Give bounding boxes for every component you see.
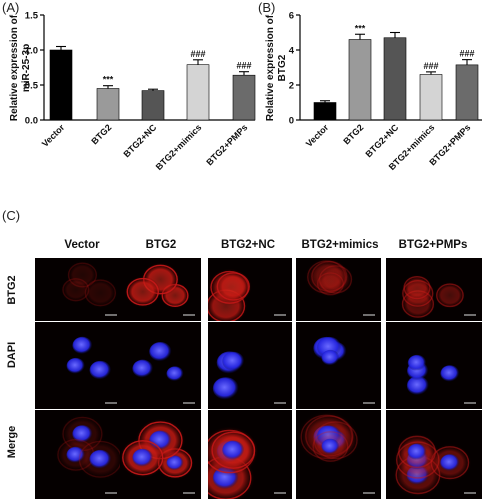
micrograph-dapi-4 <box>296 322 381 409</box>
micrograph-dapi-3 <box>208 322 292 409</box>
column-title-btg2-pmps: BTG2+PMPs <box>399 239 468 251</box>
chart-b-ytick-label: 0 <box>289 116 294 127</box>
chart-b-ylabel-line2: BTG2 <box>277 54 288 81</box>
chart-a-bar <box>232 74 256 121</box>
chart-a-ytick-label: 1.0 <box>25 46 38 57</box>
chart-b-ylabel-line1: Relative expression of <box>265 14 276 121</box>
chart-b-bar <box>383 37 407 121</box>
chart-b-category-label: BTG2 <box>341 122 365 146</box>
micrograph-merge-4 <box>296 410 381 499</box>
chart-b-error-bar <box>426 71 436 75</box>
panel-label-b: (B) <box>258 0 275 15</box>
micrograph-btg2-5 <box>386 258 482 321</box>
chart-a-bar <box>96 88 120 121</box>
column-title-btg2-mimics: BTG2+mimics <box>301 239 378 251</box>
chart-b-bar <box>419 74 443 121</box>
micrograph-dapi-2 <box>120 322 201 409</box>
chart-b-bar <box>348 39 372 121</box>
chart-a-error-bar <box>56 45 66 50</box>
chart-a-error-bar <box>193 59 203 65</box>
chart-a-error-bar <box>103 85 113 89</box>
chart-a-bar <box>141 90 165 121</box>
micrograph-btg2-2 <box>120 258 201 321</box>
chart-b-ytick-label: 4 <box>289 46 295 57</box>
micrograph-dapi-1 <box>35 322 123 409</box>
chart-b-ytick-label: 2 <box>289 81 294 92</box>
chart-a-significance: ### <box>190 49 205 59</box>
chart-b-significance: *** <box>355 23 366 33</box>
row-title-btg2: BTG2 <box>6 275 18 304</box>
row-title-merge: Merge <box>6 426 18 458</box>
chart-b-ytick-label: 6 <box>289 11 294 22</box>
micrograph-merge-2 <box>120 410 201 499</box>
chart-a-error-bar <box>148 88 158 91</box>
chart-a-category-label: Vector <box>40 122 67 149</box>
chart-a-ytick-label: 1.5 <box>25 11 39 22</box>
micrograph-merge-5 <box>386 410 482 499</box>
chart-a-category-label: BTG2+NC <box>121 122 158 159</box>
chart-a-ytick-label: 0.5 <box>25 81 39 92</box>
chart-b-bar <box>313 102 337 121</box>
chart-b-error-bar <box>390 31 400 38</box>
column-title-btg2: BTG2 <box>146 239 177 251</box>
chart-b-btg2: Relative expression of BTG2 0 2 4 6 Vector **… <box>265 11 482 172</box>
micrograph-btg2-4 <box>296 258 381 321</box>
chart-a-category-label: BTG2 <box>89 122 113 146</box>
micrograph-btg2-1 <box>35 258 123 321</box>
chart-a-mir25: Relative expression of miR-25-3p 0.0 0.5 1… <box>9 11 256 172</box>
microscopy-grid: Vector BTG2 BTG2+NC BTG2+mimics BTG2+PMP… <box>6 239 482 499</box>
chart-b-error-bar <box>320 100 330 103</box>
chart-b-error-bar <box>355 33 365 40</box>
chart-b-error-bar <box>462 59 472 65</box>
chart-a-ylabel-line2: miR-25-3p <box>21 44 32 92</box>
micrograph-merge-3 <box>208 410 292 499</box>
chart-a-bar <box>49 49 73 121</box>
chart-a-ytick-label: 0.0 <box>25 116 38 127</box>
panel-label-a: (A) <box>2 0 19 15</box>
chart-a-category-label: BTG2+mimics <box>154 122 204 172</box>
chart-b-category-label: Vector <box>304 122 331 149</box>
micrograph-merge-1 <box>35 410 123 499</box>
chart-a-ylabel-line1: Relative expression of <box>9 14 20 121</box>
column-title-vector: Vector <box>64 239 100 251</box>
chart-b-category-label: BTG2+NC <box>363 122 400 159</box>
column-title-btg2-nc: BTG2+NC <box>221 239 275 251</box>
chart-b-bar <box>455 64 479 121</box>
chart-a-error-bar <box>239 71 249 76</box>
panel-label-c: (C) <box>2 208 20 223</box>
micrograph-btg2-3 <box>208 258 292 321</box>
chart-b-significance: ### <box>423 61 438 71</box>
chart-a-category-label: BTG2+PMPs <box>204 122 249 167</box>
chart-a-bar <box>186 64 210 121</box>
chart-a-significance: *** <box>103 75 114 85</box>
chart-a-significance: ### <box>236 61 251 71</box>
row-title-dapi: DAPI <box>6 342 18 368</box>
micrograph-dapi-5 <box>386 322 482 409</box>
chart-b-significance: ### <box>459 49 474 59</box>
